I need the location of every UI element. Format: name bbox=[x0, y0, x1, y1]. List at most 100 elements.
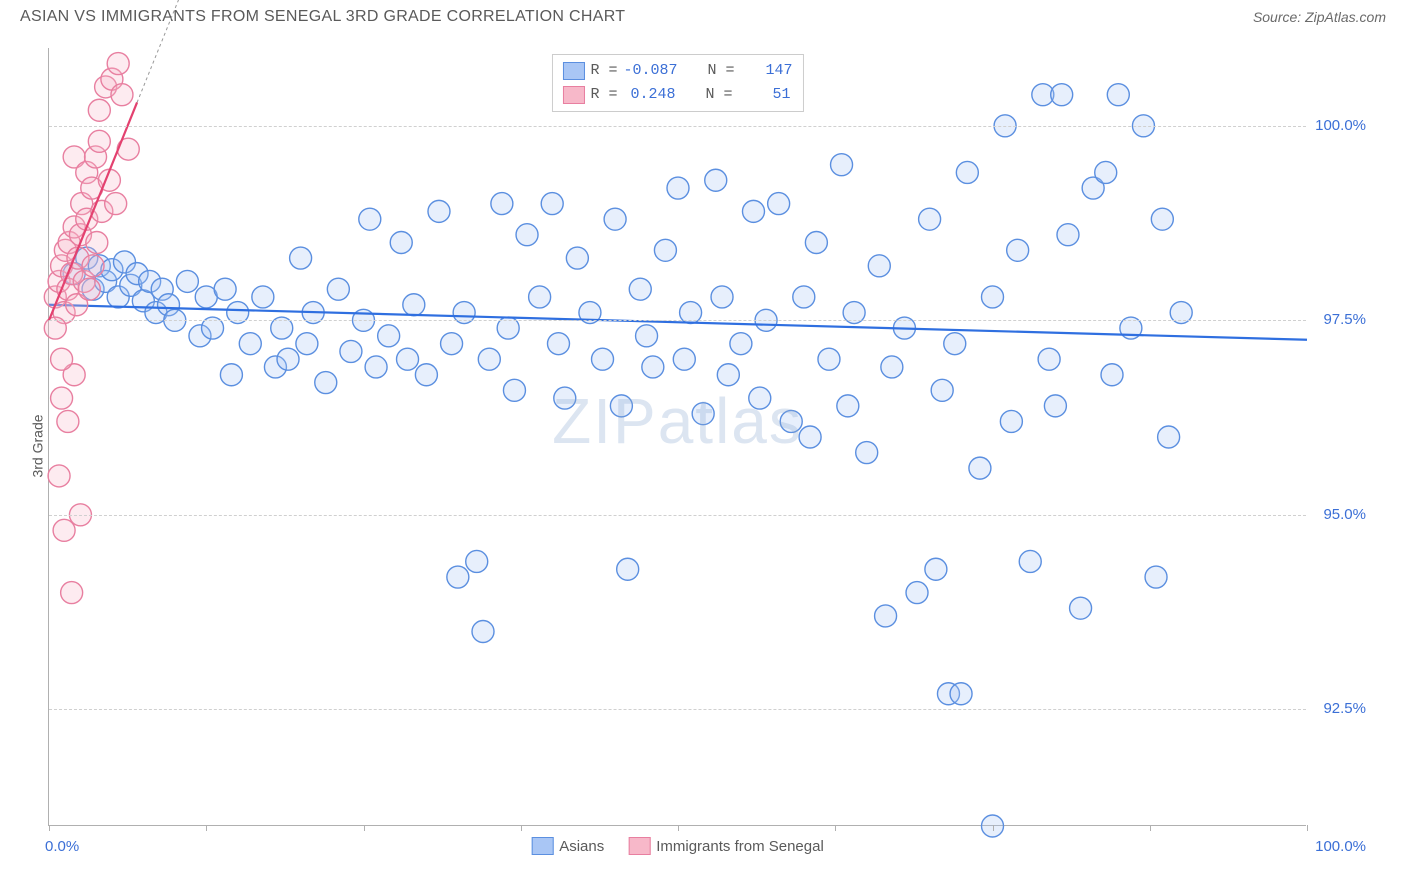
data-point bbox=[61, 582, 83, 604]
xtick bbox=[206, 825, 207, 831]
xtick bbox=[678, 825, 679, 831]
data-point bbox=[252, 286, 274, 308]
xtick bbox=[835, 825, 836, 831]
data-point bbox=[919, 208, 941, 230]
data-point bbox=[906, 582, 928, 604]
data-point bbox=[673, 348, 695, 370]
stat-r-senegal: 0.248 bbox=[623, 83, 675, 107]
data-point bbox=[397, 348, 419, 370]
xtick-label-right: 100.0% bbox=[1315, 838, 1366, 855]
data-point bbox=[705, 169, 727, 191]
data-point bbox=[214, 278, 236, 300]
data-point bbox=[51, 348, 73, 370]
data-point bbox=[315, 372, 337, 394]
data-point bbox=[277, 348, 299, 370]
data-point bbox=[447, 566, 469, 588]
data-point bbox=[837, 395, 859, 417]
data-point bbox=[711, 286, 733, 308]
data-point bbox=[749, 387, 771, 409]
ytick-label: 100.0% bbox=[1315, 117, 1366, 134]
data-point bbox=[78, 278, 100, 300]
legend-label-asians: Asians bbox=[559, 838, 604, 855]
ytick-label: 97.5% bbox=[1323, 311, 1366, 328]
stat-n-senegal: 51 bbox=[739, 83, 791, 107]
data-point bbox=[359, 208, 381, 230]
data-point bbox=[1070, 597, 1092, 619]
xtick-label-left: 0.0% bbox=[45, 838, 79, 855]
xtick bbox=[1307, 825, 1308, 831]
chart-plot-area: R = -0.087 N = 147 R = 0.248 N = 51 ZIPa… bbox=[48, 48, 1306, 826]
stat-n-label: N = bbox=[708, 59, 735, 83]
data-point bbox=[88, 130, 110, 152]
data-point bbox=[925, 558, 947, 580]
stat-r-asians: -0.087 bbox=[623, 59, 677, 83]
data-point bbox=[390, 232, 412, 254]
data-point bbox=[799, 426, 821, 448]
data-point bbox=[82, 255, 104, 277]
data-point bbox=[1101, 364, 1123, 386]
data-point bbox=[403, 294, 425, 316]
data-point bbox=[51, 387, 73, 409]
data-point bbox=[57, 410, 79, 432]
data-point bbox=[88, 99, 110, 121]
data-point bbox=[516, 224, 538, 246]
gridline bbox=[49, 126, 1306, 127]
data-point bbox=[629, 278, 651, 300]
data-point bbox=[969, 457, 991, 479]
ytick-label: 92.5% bbox=[1323, 700, 1366, 717]
data-point bbox=[1095, 161, 1117, 183]
stats-row-senegal: R = 0.248 N = 51 bbox=[562, 83, 792, 107]
data-point bbox=[428, 200, 450, 222]
data-point bbox=[86, 232, 108, 254]
data-point bbox=[944, 333, 966, 355]
legend-item-asians: Asians bbox=[531, 837, 604, 855]
stat-r-label: R = bbox=[590, 59, 617, 83]
data-point bbox=[642, 356, 664, 378]
data-point bbox=[111, 84, 133, 106]
xtick bbox=[993, 825, 994, 831]
data-point bbox=[239, 333, 261, 355]
data-point bbox=[610, 395, 632, 417]
source-label: Source: ZipAtlas.com bbox=[1253, 9, 1386, 25]
data-point bbox=[692, 403, 714, 425]
data-point bbox=[856, 442, 878, 464]
stat-r-label2: R = bbox=[590, 83, 617, 107]
data-point bbox=[105, 193, 127, 215]
stats-legend-box: R = -0.087 N = 147 R = 0.248 N = 51 bbox=[551, 54, 803, 112]
data-point bbox=[956, 161, 978, 183]
data-point bbox=[1000, 410, 1022, 432]
data-point bbox=[547, 333, 569, 355]
data-point bbox=[415, 364, 437, 386]
data-point bbox=[1038, 348, 1060, 370]
legend-swatch-senegal bbox=[628, 837, 650, 855]
data-point bbox=[365, 356, 387, 378]
data-point bbox=[441, 333, 463, 355]
y-axis-label: 3rd Grade bbox=[30, 414, 46, 477]
legend-swatch-asians bbox=[531, 837, 553, 855]
data-point bbox=[1107, 84, 1129, 106]
data-point bbox=[950, 683, 972, 705]
data-point bbox=[868, 255, 890, 277]
data-point bbox=[472, 621, 494, 643]
data-point bbox=[176, 270, 198, 292]
data-point bbox=[604, 208, 626, 230]
xtick bbox=[364, 825, 365, 831]
stat-n-label2: N = bbox=[706, 83, 733, 107]
data-point bbox=[875, 605, 897, 627]
data-point bbox=[1145, 566, 1167, 588]
data-point bbox=[566, 247, 588, 269]
data-point bbox=[107, 53, 129, 75]
gridline bbox=[49, 320, 1306, 321]
data-point bbox=[831, 154, 853, 176]
chart-title: ASIAN VS IMMIGRANTS FROM SENEGAL 3RD GRA… bbox=[20, 8, 625, 26]
data-point bbox=[1151, 208, 1173, 230]
data-point bbox=[768, 193, 790, 215]
gridline bbox=[49, 515, 1306, 516]
legend-item-senegal: Immigrants from Senegal bbox=[628, 837, 824, 855]
xtick bbox=[49, 825, 50, 831]
gridline bbox=[49, 709, 1306, 710]
data-point bbox=[592, 348, 614, 370]
data-point bbox=[780, 410, 802, 432]
ytick-label: 95.0% bbox=[1323, 506, 1366, 523]
data-point bbox=[491, 193, 513, 215]
